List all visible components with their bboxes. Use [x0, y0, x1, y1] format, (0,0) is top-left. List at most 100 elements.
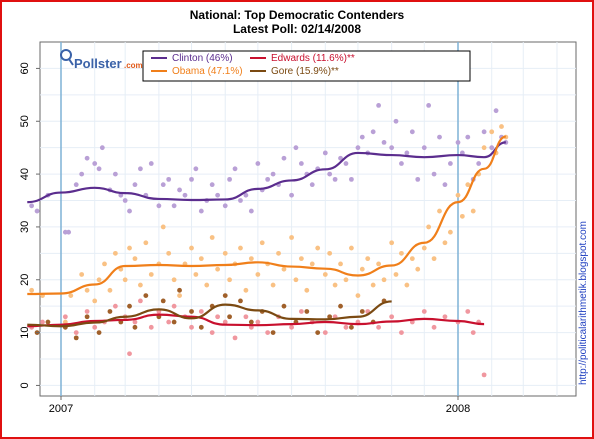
poll-point-2	[470, 330, 476, 335]
poll-point-0	[148, 161, 154, 166]
poll-point-0	[243, 192, 249, 198]
poll-point-0	[166, 176, 172, 182]
poll-point-1	[92, 298, 98, 304]
poll-point-2	[171, 303, 177, 309]
poll-point-1	[193, 272, 199, 277]
poll-point-3	[222, 293, 228, 299]
poll-point-2	[442, 314, 448, 320]
y-tick-label: 30	[19, 221, 31, 233]
poll-point-0	[349, 176, 354, 182]
poll-point-1	[276, 250, 281, 256]
legend: Clinton (46%) Obama (47.1%) Edwards (11.6%…	[142, 50, 471, 82]
poll-point-0	[79, 171, 85, 177]
y-tick-label: 10	[19, 326, 31, 338]
poll-point-0	[338, 155, 343, 161]
poll-point-3	[171, 319, 177, 325]
poll-point-0	[96, 166, 102, 172]
poll-point-2	[431, 324, 437, 330]
poll-point-0	[355, 145, 361, 151]
poll-point-0	[447, 161, 453, 166]
poll-point-1	[304, 287, 310, 293]
poll-point-0	[465, 134, 471, 140]
poll-point-0	[238, 198, 243, 203]
x-tick-label: 2008	[446, 403, 470, 415]
trend-line-3	[27, 300, 392, 328]
poll-point-0	[489, 145, 495, 151]
poll-point-2	[289, 324, 294, 330]
poll-point-1	[248, 256, 254, 262]
poll-point-2	[399, 330, 404, 335]
poll-point-0	[132, 182, 138, 188]
y-tick-label: 60	[19, 62, 31, 74]
poll-point-1	[437, 208, 442, 214]
poll-point-1	[198, 256, 204, 262]
poll-point-0	[270, 171, 276, 177]
poll-point-0	[227, 176, 232, 182]
poll-point-0	[232, 166, 238, 172]
pollster-logo: Pollster .com	[60, 49, 143, 71]
chart-title: National: Top Democratic Contenders	[189, 8, 405, 22]
poll-point-1	[309, 261, 315, 267]
poll-point-1	[343, 277, 349, 283]
poll-point-1	[238, 245, 243, 251]
poll-point-3	[177, 287, 182, 293]
poll-point-3	[143, 293, 149, 299]
poll-point-2	[481, 372, 487, 378]
poll-point-1	[96, 277, 102, 283]
poll-point-2	[409, 319, 415, 325]
poll-point-1	[138, 282, 143, 288]
poll-point-2	[343, 324, 349, 330]
poll-point-2	[376, 324, 381, 330]
poll-point-1	[499, 124, 504, 129]
poll-point-1	[29, 287, 35, 293]
poll-point-1	[122, 277, 128, 283]
poll-point-2	[222, 319, 228, 325]
poll-point-0	[421, 145, 427, 151]
poll-point-1	[389, 240, 395, 246]
y-tick-label: 20	[19, 274, 31, 286]
poll-point-3	[160, 298, 166, 304]
poll-point-2	[265, 330, 271, 335]
poll-point-1	[270, 282, 276, 288]
poll-point-1	[415, 266, 421, 272]
poll-point-3	[198, 324, 204, 330]
poll-point-3	[107, 309, 113, 314]
chart-subtitle: Latest Poll: 02/14/2008	[232, 22, 362, 36]
poll-point-1	[455, 192, 461, 198]
poll-point-2	[148, 324, 154, 330]
poll-point-2	[138, 298, 143, 304]
poll-point-0	[177, 187, 182, 193]
poll-point-0	[156, 203, 162, 209]
poll-point-0	[327, 171, 333, 177]
trend-lines	[27, 135, 507, 328]
poll-point-1	[171, 277, 177, 283]
poll-point-2	[209, 330, 215, 335]
poll-point-1	[79, 272, 85, 277]
poll-point-0	[426, 103, 432, 108]
poll-point-1	[204, 282, 210, 288]
poll-point-1	[489, 129, 495, 135]
poll-point-0	[322, 150, 328, 156]
poll-point-0	[343, 161, 349, 166]
poll-point-2	[189, 324, 194, 330]
poll-point-1	[102, 261, 107, 267]
poll-point-1	[399, 250, 404, 256]
poll-point-0	[265, 176, 271, 182]
poll-point-0	[222, 203, 228, 209]
poll-point-0	[182, 192, 188, 198]
poll-point-0	[455, 139, 461, 145]
plot-area	[39, 41, 577, 397]
y-tick-label: 50	[19, 115, 31, 127]
legend-label: Obama (47.1%)	[172, 66, 243, 77]
poll-point-1	[376, 261, 381, 267]
poll-point-2	[322, 330, 328, 335]
poll-point-1	[381, 277, 387, 283]
poll-point-0	[309, 182, 315, 188]
poll-point-0	[92, 161, 98, 166]
poll-point-1	[62, 319, 68, 325]
poll-point-1	[355, 293, 361, 299]
poll-point-0	[99, 145, 105, 151]
poll-point-1	[143, 240, 149, 246]
poll-point-0	[193, 166, 199, 172]
poll-point-0	[73, 182, 79, 188]
